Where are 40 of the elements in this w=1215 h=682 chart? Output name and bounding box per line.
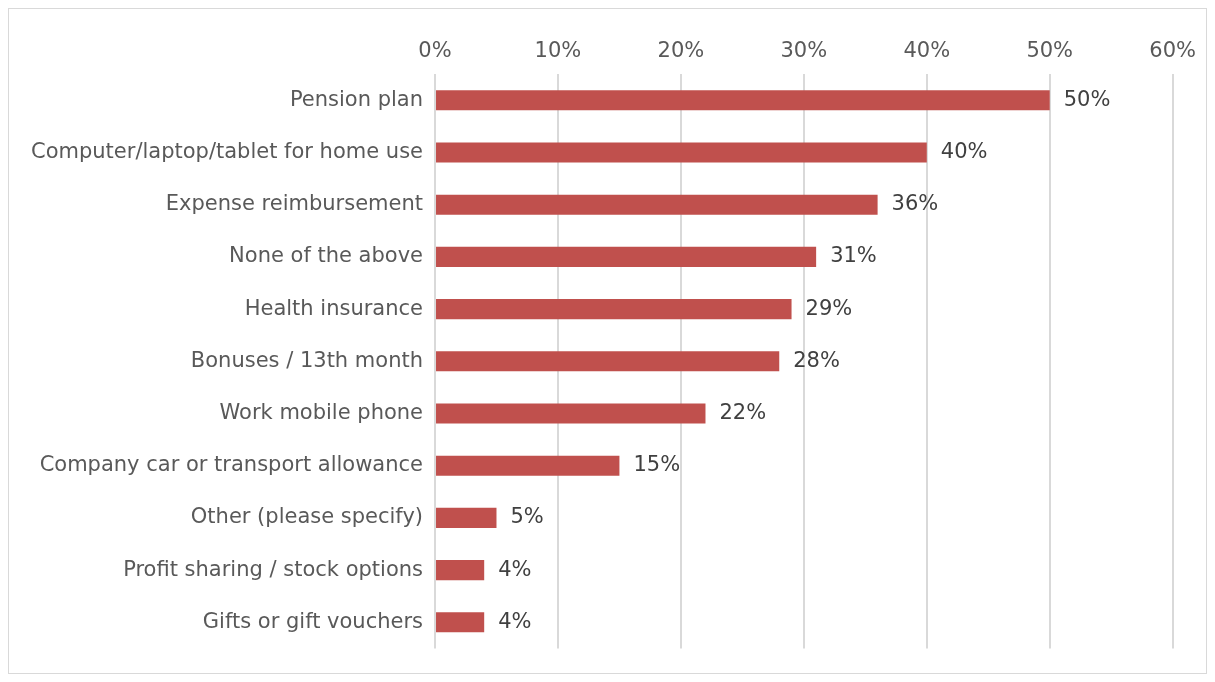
bar — [436, 455, 620, 476]
y-tick-label: Profit sharing / stock options — [123, 556, 424, 581]
x-tick-label: 20% — [657, 38, 705, 63]
x-tick-label: 60% — [1149, 38, 1197, 63]
y-tick-label: Computer/laptop/tablet for home use — [30, 138, 424, 163]
y-tick-label: Other (please specify) — [190, 504, 424, 529]
bar — [436, 90, 1050, 111]
y-tick-label: Health insurance — [244, 295, 424, 320]
bar — [436, 560, 485, 581]
bar — [436, 142, 927, 163]
bar — [436, 351, 780, 372]
y-tick-label: Gifts or gift vouchers — [202, 608, 424, 633]
data-label: 15% — [633, 452, 681, 477]
bar — [436, 299, 792, 320]
data-label: 4% — [498, 608, 532, 633]
bar — [436, 507, 497, 528]
x-tick-label: 50% — [1026, 38, 1074, 63]
data-label: 40% — [940, 138, 988, 163]
data-label: 50% — [1063, 86, 1111, 111]
x-tick-label: 0% — [418, 38, 452, 63]
y-tick-label: Expense reimbursement — [165, 191, 424, 216]
bar — [436, 246, 817, 267]
bar — [436, 612, 485, 633]
y-tick-label: Company car or transport allowance — [39, 452, 424, 477]
bar — [436, 403, 706, 424]
x-tick-label: 40% — [903, 38, 951, 63]
data-label: 36% — [891, 191, 939, 216]
x-tick-label: 30% — [780, 38, 828, 63]
data-label: 29% — [805, 295, 853, 320]
y-tick-label: Work mobile phone — [219, 399, 424, 424]
y-tick-label: Bonuses / 13th month — [190, 347, 424, 372]
data-label: 5% — [510, 504, 544, 529]
data-label: 4% — [498, 556, 532, 581]
y-tick-label: None of the above — [229, 243, 424, 268]
bar — [436, 194, 878, 215]
data-label: 31% — [830, 243, 877, 268]
data-label: 22% — [719, 399, 767, 424]
data-label: 28% — [793, 347, 840, 372]
x-tick-label: 10% — [534, 38, 582, 63]
y-tick-label: Pension plan — [289, 86, 424, 111]
